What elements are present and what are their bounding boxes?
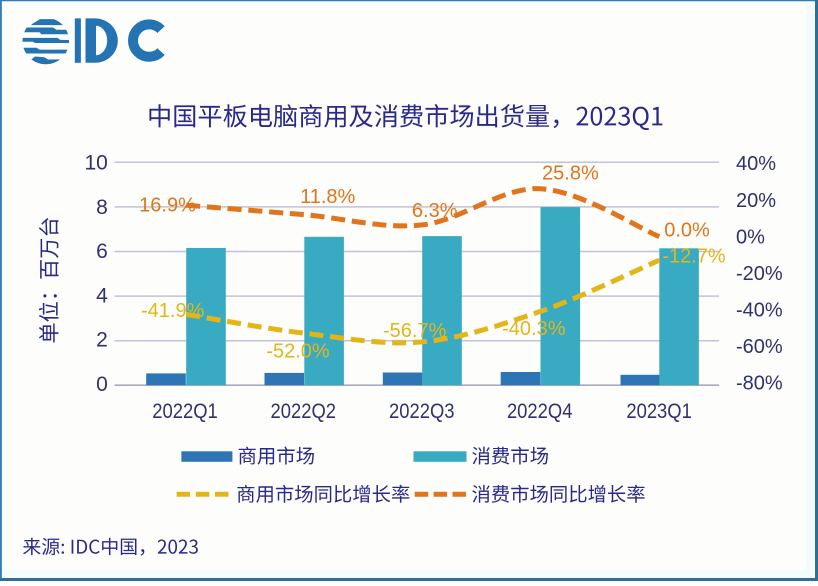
svg-text:16.9%: 16.9% (139, 194, 196, 216)
svg-text:-40%: -40% (736, 299, 783, 321)
svg-text:2022Q1: 2022Q1 (152, 400, 218, 423)
svg-text:6: 6 (96, 240, 108, 263)
svg-text:11.8%: 11.8% (300, 186, 355, 208)
svg-text:0: 0 (96, 373, 108, 396)
svg-text:-12.7%: -12.7% (662, 246, 726, 268)
svg-text:8: 8 (96, 196, 108, 219)
svg-text:-80%: -80% (736, 373, 783, 395)
svg-text:-56.7%: -56.7% (383, 320, 447, 342)
svg-text:4: 4 (96, 284, 108, 307)
svg-text:0.0%: 0.0% (664, 220, 710, 242)
svg-text:2: 2 (96, 329, 108, 352)
svg-text:-52.0%: -52.0% (266, 340, 330, 362)
svg-text:6.3%: 6.3% (412, 200, 458, 222)
svg-text:25.8%: 25.8% (542, 162, 599, 184)
svg-text:-41.9%: -41.9% (141, 300, 205, 322)
svg-text:-60%: -60% (736, 336, 783, 358)
svg-text:2022Q4: 2022Q4 (507, 400, 573, 423)
svg-text:-40.3%: -40.3% (502, 318, 566, 340)
svg-text:0%: 0% (736, 226, 765, 248)
svg-text:2022Q2: 2022Q2 (271, 400, 337, 423)
svg-text:2023Q1: 2023Q1 (626, 400, 692, 423)
svg-text:40%: 40% (736, 153, 776, 175)
svg-text:20%: 20% (736, 190, 776, 212)
svg-text:-20%: -20% (736, 263, 783, 285)
svg-text:10: 10 (84, 152, 107, 175)
svg-text:2022Q3: 2022Q3 (389, 400, 455, 423)
